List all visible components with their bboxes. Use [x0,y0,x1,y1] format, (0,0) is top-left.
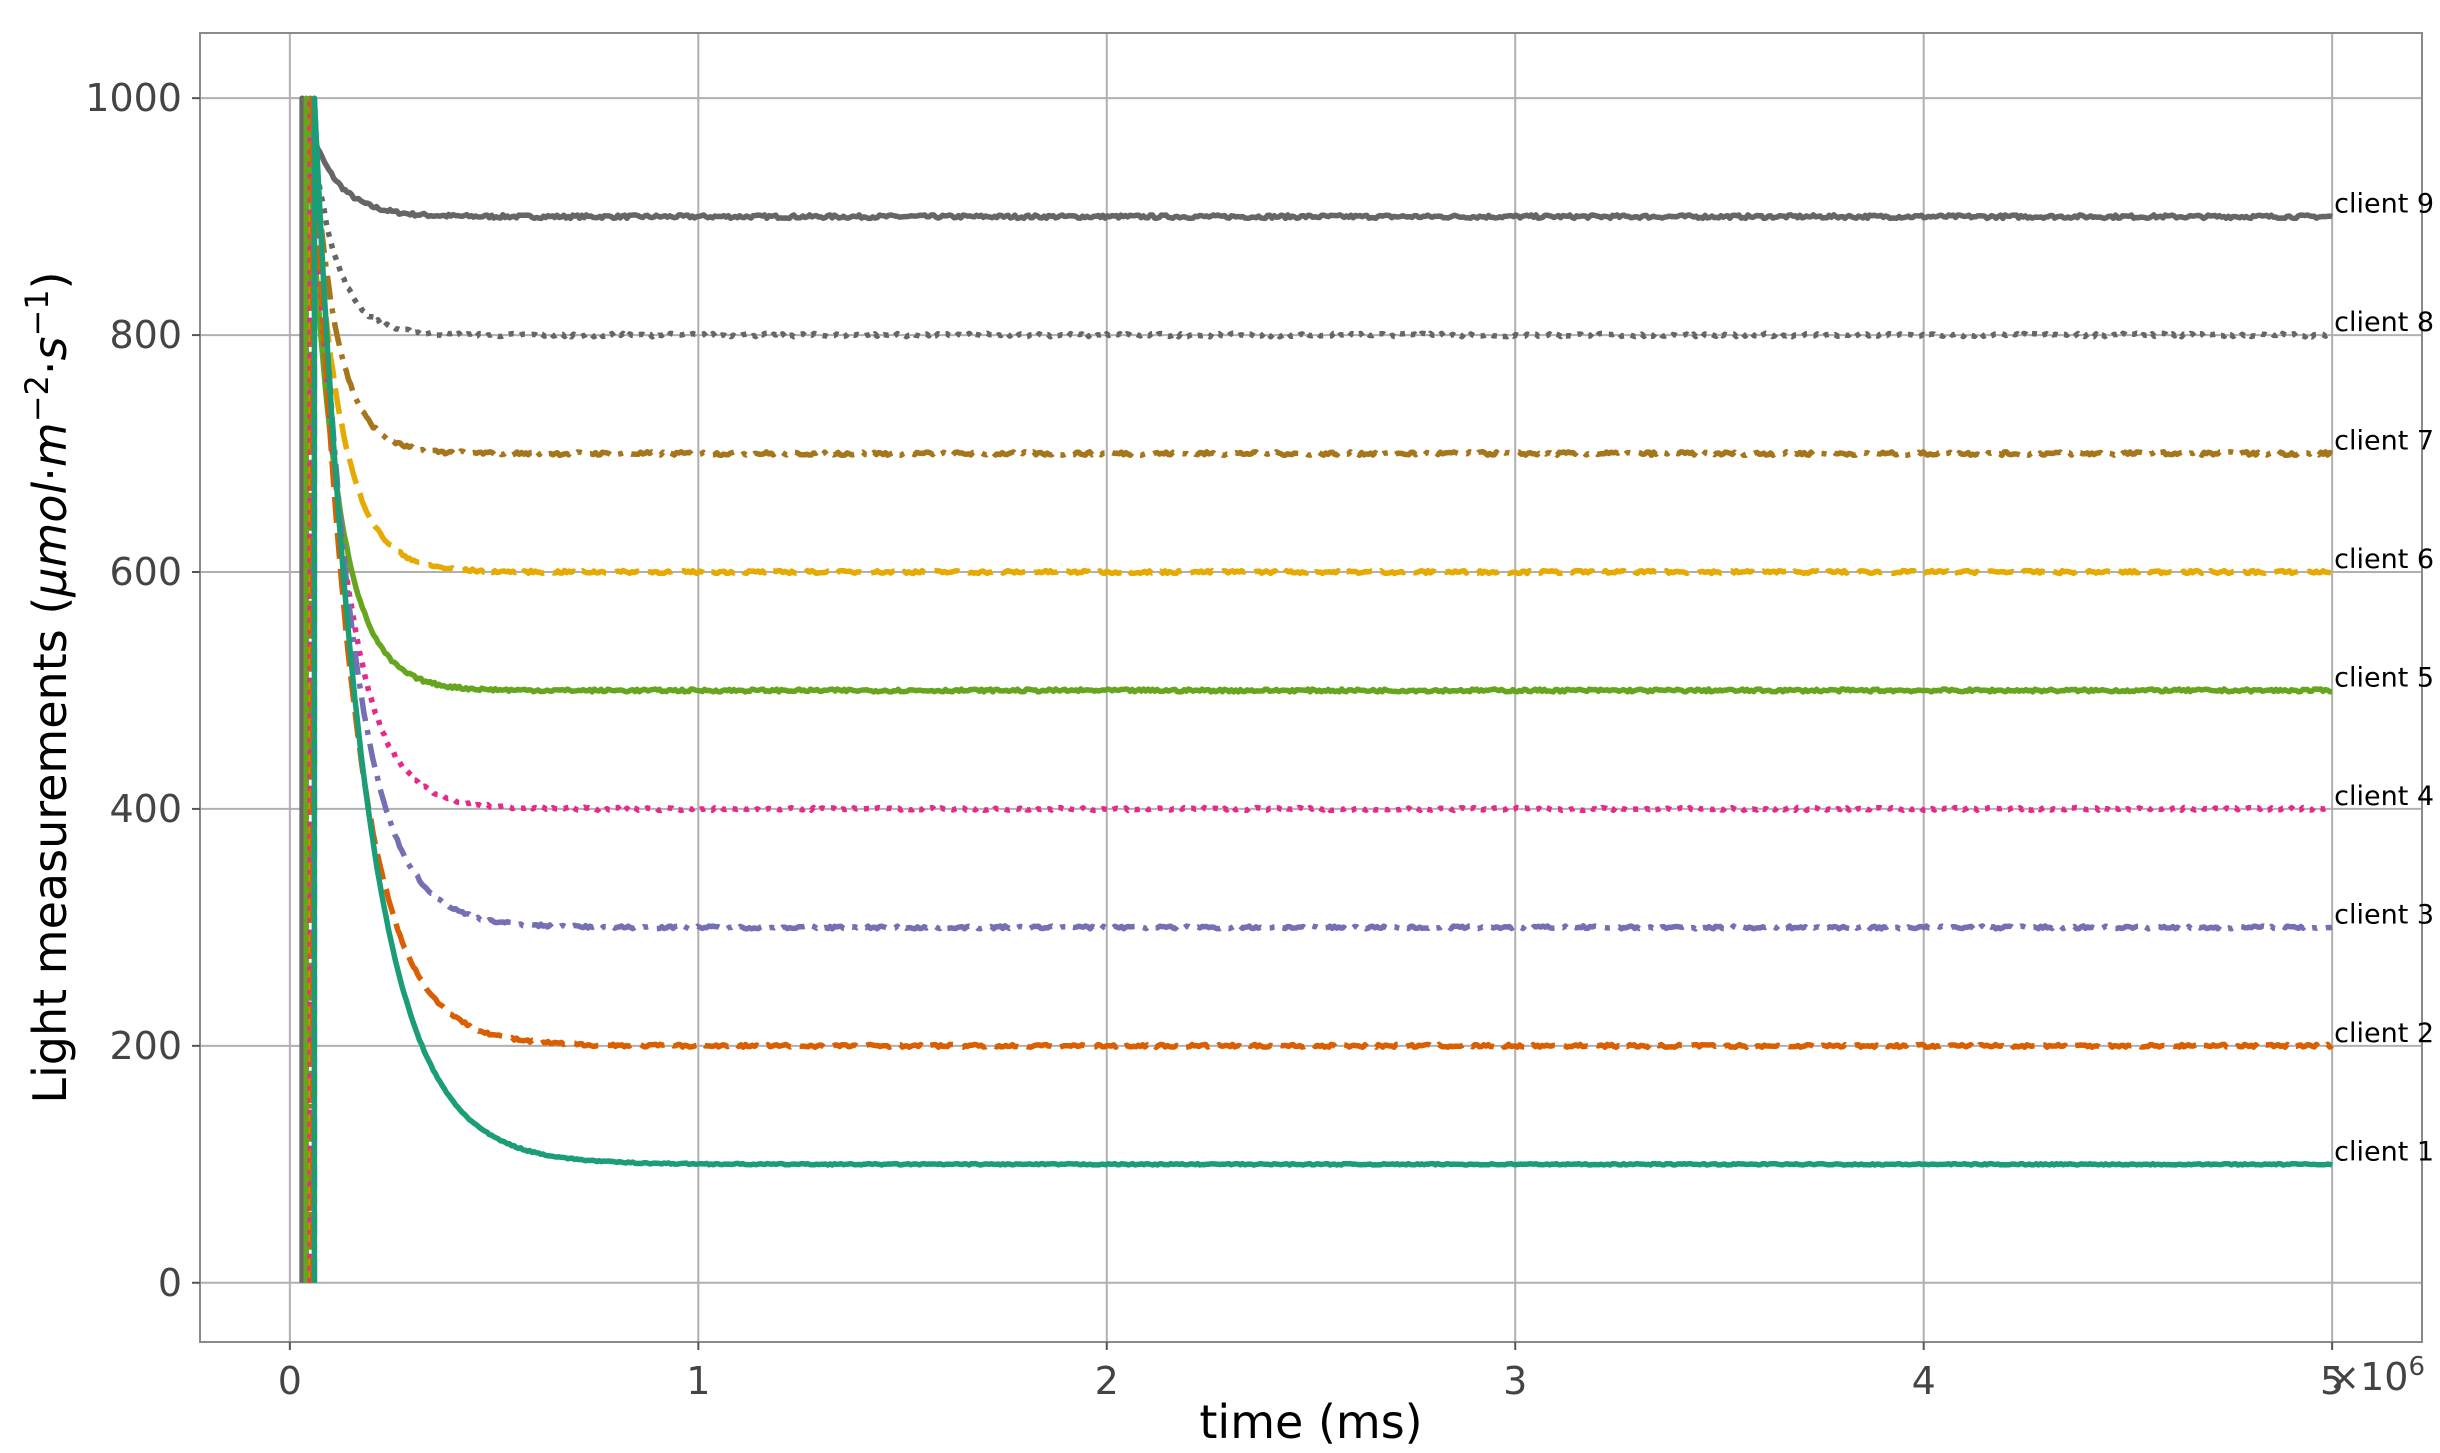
ylabel-s-exponent: −1 [18,289,56,336]
ylabel-text: Light measurements ( [23,597,77,1104]
series-labels: client 9 client 8 client 7 client 6 client 5… [2334,189,2434,1168]
series-label: client 8 [2334,307,2434,338]
y-tick-label: 800 [109,313,182,357]
series-line-client-5 [303,95,2333,1283]
y-tick-label: 200 [109,1024,182,1068]
x-axis-scale-label: ×106 [2328,1352,2425,1399]
series-label: client 5 [2334,662,2434,693]
x-scale-base: ×10 [2328,1355,2408,1399]
y-tick-label: 600 [109,550,182,594]
ylabel-mol: mol [23,481,77,567]
axis-ticks: 0 1 2 3 4 5 0 200 400 600 800 1000 [85,76,2344,1403]
series-line-client-2 [309,95,2334,1283]
series-line-client-8 [305,95,2333,1283]
y-tick-label: 1000 [85,76,182,120]
ylabel-s: s [23,337,77,361]
series-label: client 2 [2334,1018,2434,1049]
ylabel-close: ) [23,271,77,289]
y-tick-label: 400 [109,787,182,831]
series-line-client-6 [305,95,2333,1283]
plot-frame [199,32,2423,1343]
series-line-client-4 [307,95,2333,1283]
series-label: client 7 [2334,426,2434,457]
series-label: client 4 [2334,781,2434,812]
series-label: client 3 [2334,899,2434,930]
series-line-client-3 [311,95,2333,1283]
ylabel-mu: μ [23,567,77,597]
series-line-client-9 [299,95,2333,1283]
x-tick-label: 5 [2320,1359,2344,1403]
y-tick-label: 0 [158,1261,182,1305]
series-lines [299,95,2334,1283]
x-tick-label: 1 [686,1359,710,1403]
x-axis-label: time (ms) [1199,1395,1422,1449]
x-tick-label: 4 [1912,1359,1936,1403]
x-tick-label: 0 [278,1359,302,1403]
x-tick-label: 3 [1503,1359,1527,1403]
ylabel-m: m [23,422,77,467]
series-label: client 6 [2334,544,2434,575]
series-label: client 1 [2334,1136,2434,1167]
series-line-client-7 [307,95,2334,1283]
ylabel-m-exponent: −2 [18,375,56,422]
ylabel-dot2: · [23,360,77,375]
series-label: client 9 [2334,189,2434,220]
series-line-client-1 [311,95,2333,1283]
x-scale-exponent: 6 [2408,1352,2425,1382]
x-tick-label: 2 [1095,1359,1119,1403]
ylabel-dot1: · [23,467,77,482]
y-axis-label: Light measurements (μmol·m−2·s−1) [18,271,77,1103]
